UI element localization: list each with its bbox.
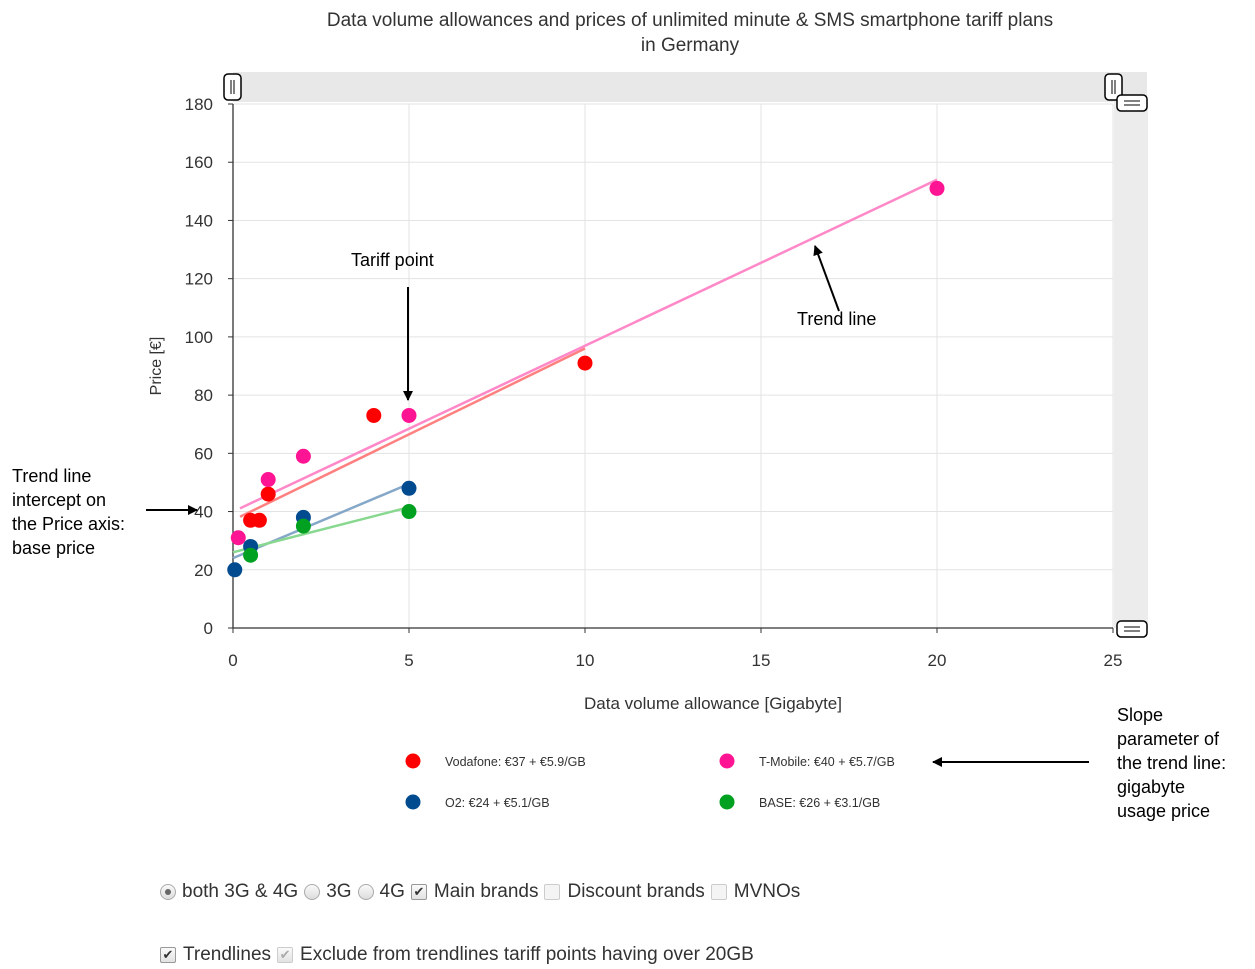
data-point: [227, 562, 243, 578]
trend-line: [239, 178, 938, 510]
trend-line: [239, 347, 586, 518]
checkbox-indicator[interactable]: ✔: [410, 884, 427, 900]
y-axis-title: Price [€]: [148, 337, 165, 396]
trendline-options-row: ✔ Trendlines ✔ Exclude from trendlines t…: [160, 944, 760, 966]
radio-4g[interactable]: 4G: [357, 881, 405, 903]
radio-label: 4G: [379, 881, 405, 902]
data-point: [251, 512, 267, 528]
data-point: [243, 547, 259, 563]
y-tick-label: 0: [204, 619, 213, 638]
checkbox-exclude-over-20gb[interactable]: ✔ Exclude from trendlines tariff points …: [277, 944, 754, 966]
checkbox-indicator[interactable]: ✔: [160, 947, 176, 963]
radio-label: both 3G & 4G: [182, 881, 299, 902]
data-point: [366, 407, 382, 423]
legend-marker: [719, 794, 735, 810]
y-tick-label: 180: [185, 95, 213, 114]
x-tick-label: 5: [404, 651, 413, 670]
radio-indicator[interactable]: [160, 884, 176, 900]
trend-line: [232, 505, 410, 554]
checkbox-main-brands[interactable]: ✔ Main brands: [410, 881, 539, 903]
checkbox-label: Trendlines: [183, 944, 272, 965]
annotation-intercept-line: Trend line: [12, 466, 92, 486]
checkbox-label: MVNOs: [733, 881, 801, 902]
data-point: [295, 518, 311, 534]
data-point: [401, 480, 417, 496]
annotation-slope-line: Slope: [1117, 705, 1164, 725]
legend-label: O2: €24 + €5.1/GB: [445, 796, 550, 810]
annotation-intercept-line: base price: [12, 538, 96, 558]
annotation-intercept: Trend line intercept on the Price axis: …: [12, 464, 125, 560]
legend-label: T-Mobile: €40 + €5.7/GB: [759, 755, 895, 769]
y-tick-label: 40: [194, 503, 213, 522]
x-tick-label: 15: [752, 651, 771, 670]
annotation-slope-line: gigabyte: [1117, 777, 1186, 797]
legend-marker: [405, 794, 421, 810]
legend-marker: [719, 753, 735, 769]
checkbox-discount-brands[interactable]: Discount brands: [544, 881, 705, 903]
checkbox-label: Discount brands: [567, 881, 705, 902]
annotation-tariff-point: Tariff point: [351, 250, 434, 270]
annotation-trend-line: Trend line: [797, 309, 877, 329]
chart-title: Data volume allowances and prices of unl…: [327, 10, 1053, 31]
annotation-intercept-line: the Price axis:: [12, 514, 126, 534]
navigator-top-track: [233, 72, 1147, 102]
radio-indicator[interactable]: [357, 884, 374, 900]
checkbox-indicator[interactable]: ✔: [277, 947, 294, 963]
checkbox-indicator[interactable]: [710, 884, 727, 900]
annotation-slope-line: parameter of: [1117, 729, 1220, 749]
checkbox-indicator[interactable]: [544, 884, 561, 900]
annotation-slope-line: the trend line:: [1117, 753, 1227, 773]
data-point: [230, 530, 246, 546]
navigator-handle-right-top: [1116, 94, 1148, 112]
network-filter-row: both 3G & 4G 3G 4G ✔ Main brands Discoun…: [160, 881, 806, 903]
data-point: [401, 407, 417, 423]
annotation-slope: Slope parameter of the trend line: gigab…: [1117, 703, 1226, 823]
navigator-right-track: [1114, 102, 1148, 628]
chart-title: in Germany: [641, 35, 740, 56]
y-tick-label: 60: [194, 444, 213, 463]
checkbox-label: Exclude from trendlines tariff points ha…: [300, 944, 754, 965]
legend-label: BASE: €26 + €3.1/GB: [759, 796, 880, 810]
x-tick-label: 0: [228, 651, 237, 670]
navigator-handle-right-bottom: [1116, 620, 1148, 638]
legend-label: Vodafone: €37 + €5.9/GB: [445, 755, 586, 769]
y-tick-label: 20: [194, 561, 213, 580]
x-axis-title: Data volume allowance [Gigabyte]: [584, 694, 842, 713]
data-point: [295, 448, 311, 464]
y-tick-label: 160: [185, 153, 213, 172]
x-tick-label: 10: [576, 651, 595, 670]
checkbox-label: Main brands: [433, 881, 539, 902]
x-tick-label: 20: [928, 651, 947, 670]
y-tick-label: 80: [194, 386, 213, 405]
radio-both-3g-4g[interactable]: both 3G & 4G: [160, 881, 298, 903]
data-point: [929, 180, 945, 196]
data-point: [401, 504, 417, 520]
y-tick-label: 100: [185, 328, 213, 347]
data-point: [260, 472, 276, 488]
navigator-handle-left: [223, 73, 242, 101]
radio-3g[interactable]: 3G: [304, 881, 352, 903]
y-tick-label: 120: [185, 270, 213, 289]
annotation-intercept-line: intercept on: [12, 490, 107, 510]
navigator-handle-right: [1104, 73, 1123, 101]
data-point: [577, 355, 593, 371]
checkbox-trendlines[interactable]: ✔ Trendlines: [160, 944, 271, 966]
y-tick-label: 140: [185, 211, 213, 230]
data-point: [260, 486, 276, 502]
arrow-trend-line: [813, 245, 840, 312]
checkbox-mvnos[interactable]: MVNOs: [710, 881, 801, 903]
annotation-slope-line: usage price: [1117, 801, 1211, 821]
x-tick-label: 25: [1104, 651, 1123, 670]
radio-label: 3G: [326, 881, 352, 902]
legend-marker: [405, 753, 421, 769]
radio-indicator[interactable]: [304, 884, 321, 900]
